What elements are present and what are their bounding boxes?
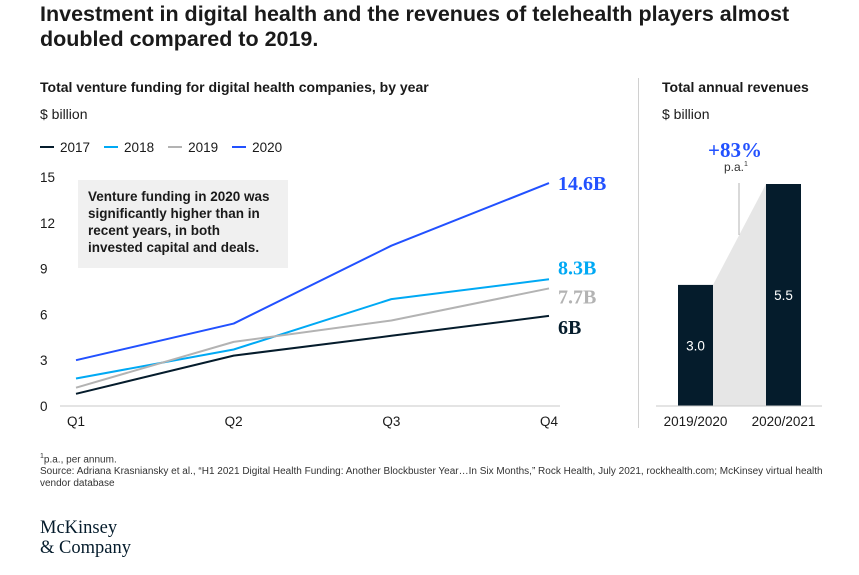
right-chart-title: Total annual revenues bbox=[662, 79, 809, 95]
legend-swatch-2018 bbox=[104, 146, 119, 148]
x-tick-label: Q1 bbox=[67, 414, 85, 429]
bar-category-label: 2019/2020 bbox=[664, 414, 728, 429]
legend: 2017 2018 2019 2020 bbox=[40, 138, 296, 156]
series-line-2017 bbox=[75, 314, 550, 395]
y-tick-label: 6 bbox=[40, 307, 48, 322]
growth-label: +83% bbox=[708, 138, 762, 162]
end-label-2019: 7.7B bbox=[558, 286, 596, 308]
legend-item-2017: 2017 bbox=[40, 140, 90, 155]
growth-connector bbox=[713, 184, 766, 406]
x-tick-label: Q2 bbox=[225, 414, 243, 429]
bar-0 bbox=[678, 284, 713, 406]
bar-value-label: 3.0 bbox=[686, 338, 705, 353]
end-label-2017: 6B bbox=[558, 317, 581, 339]
divider bbox=[638, 78, 639, 428]
left-chart-title: Total venture funding for digital health… bbox=[40, 79, 429, 95]
legend-label-2017: 2017 bbox=[60, 139, 91, 155]
footnote-source: Source: Adriana Krasniansky et al., “H1 … bbox=[40, 466, 823, 490]
legend-item-2020: 2020 bbox=[232, 140, 282, 155]
mckinsey-logo: McKinsey & Company bbox=[40, 518, 131, 558]
bar-value-label: 5.5 bbox=[774, 288, 793, 303]
bar-category-label: 2020/2021 bbox=[752, 414, 816, 429]
series-line-2020 bbox=[75, 182, 550, 362]
legend-swatch-2020 bbox=[232, 146, 247, 148]
legend-label-2018: 2018 bbox=[124, 139, 155, 155]
series-line-2019 bbox=[75, 287, 550, 389]
bar-1 bbox=[766, 184, 801, 406]
logo-line2: & Company bbox=[40, 538, 131, 558]
growth-note-sup: 1 bbox=[744, 161, 748, 168]
left-chart-unit: $ billion bbox=[40, 106, 88, 122]
bar-chart: 3.0 2019/2020 5.5 2020/2021 bbox=[656, 183, 822, 429]
y-tick-label: 15 bbox=[40, 170, 55, 185]
series-line-2018 bbox=[75, 278, 550, 380]
footnote-note: 1p.a., per annum. bbox=[40, 451, 830, 466]
callout-box: Venture funding in 2020 was significantl… bbox=[78, 180, 288, 268]
y-tick-label: 12 bbox=[40, 216, 55, 231]
footnote: 1p.a., per annum. Source: Adriana Krasni… bbox=[40, 451, 830, 490]
growth-note-text: p.a. bbox=[724, 160, 745, 174]
legend-item-2018: 2018 bbox=[104, 140, 154, 155]
legend-swatch-2017 bbox=[40, 146, 54, 148]
x-tick-label: Q4 bbox=[540, 414, 559, 429]
legend-swatch-2019 bbox=[168, 146, 183, 148]
headline: Investment in digital health and the rev… bbox=[40, 2, 790, 51]
legend-item-2019: 2019 bbox=[168, 140, 218, 155]
footnote-sup: 1 bbox=[40, 453, 44, 460]
right-chart-unit: $ billion bbox=[662, 106, 710, 122]
growth-note: p.a.1 bbox=[724, 160, 748, 174]
x-tick-label: Q3 bbox=[382, 414, 400, 429]
logo-line1: McKinsey bbox=[40, 518, 118, 538]
legend-label-2020: 2020 bbox=[252, 139, 283, 155]
footnote-note-text: p.a., per annum. bbox=[43, 454, 117, 466]
end-label-2020: 14.6B bbox=[558, 173, 606, 195]
legend-label-2019: 2019 bbox=[188, 139, 219, 155]
y-tick-label: 3 bbox=[40, 353, 48, 368]
y-tick-label: 9 bbox=[40, 262, 48, 277]
y-tick-label: 0 bbox=[40, 399, 48, 414]
line-chart: 0 3 6 9 12 15 Q1 Q2 Q3 Q4 6B 8.3B 7.7B 14.6B bbox=[40, 170, 606, 429]
end-label-2018: 8.3B bbox=[558, 257, 596, 279]
